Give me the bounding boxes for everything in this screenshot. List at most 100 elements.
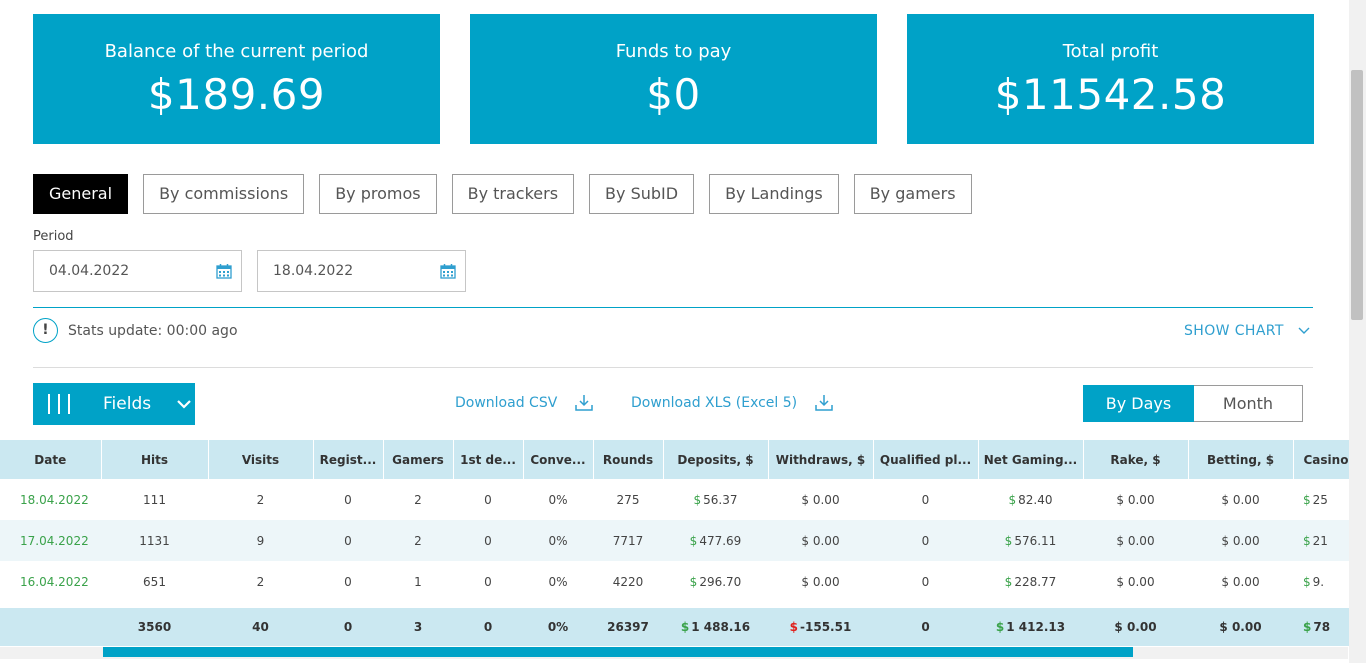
table-cell: 0% <box>523 479 593 520</box>
table-cell: 275 <box>593 479 663 520</box>
table-cell: 4220 <box>593 561 663 602</box>
amount: 0.00 <box>812 492 840 507</box>
table-cell: 3 <box>383 608 453 646</box>
table-cell: 26397 <box>593 608 663 646</box>
fields-button[interactable]: Fields <box>33 383 195 425</box>
report-tabs: General By commissions By promos By trac… <box>33 174 972 214</box>
table-cell: 0 <box>873 520 978 561</box>
date-from-field[interactable]: 04.04.2022 <box>33 250 242 292</box>
table-cell: 2 <box>383 479 453 520</box>
column-header[interactable]: Gamers <box>383 440 454 479</box>
divider <box>33 307 1313 308</box>
table-cell: 0 <box>453 520 523 561</box>
total-profit-card: Total profit $11542.58 <box>907 14 1314 144</box>
tab-by-promos[interactable]: By promos <box>319 174 437 214</box>
column-header[interactable]: Date <box>0 440 102 479</box>
column-header[interactable]: Qualified pl... <box>873 440 979 479</box>
download-icon <box>815 395 833 411</box>
download-csv-link[interactable]: Download CSV <box>455 394 594 412</box>
column-header[interactable]: Deposits, $ <box>663 440 769 479</box>
column-header[interactable]: Betting, $ <box>1188 440 1294 479</box>
amount: 1 488.16 <box>691 620 751 634</box>
download-xls-label: Download XLS (Excel 5) <box>631 395 798 411</box>
info-icon: ! <box>33 318 58 343</box>
show-chart-toggle[interactable]: SHOW CHART <box>1184 323 1310 339</box>
table-cell: 0 <box>313 479 383 520</box>
table-cell: $477.69 <box>663 520 768 561</box>
amount: 0.00 <box>1127 492 1155 507</box>
column-header[interactable]: 1st de... <box>453 440 524 479</box>
download-csv-label: Download CSV <box>455 395 558 411</box>
download-xls-link[interactable]: Download XLS (Excel 5) <box>631 394 833 412</box>
column-header[interactable]: Conve... <box>523 440 594 479</box>
table-cell: $ 0.00 <box>768 520 873 561</box>
table-cell: 0 <box>313 520 383 561</box>
calendar-icon[interactable] <box>440 263 456 279</box>
date-to-field[interactable]: 18.04.2022 <box>257 250 466 292</box>
table-cell: $ 0.00 <box>768 561 873 602</box>
row-spacer <box>0 602 1353 608</box>
card-value: $0 <box>646 70 701 119</box>
column-header[interactable]: Withdraws, $ <box>768 440 874 479</box>
amount: 25 <box>1312 492 1328 507</box>
date-from-value: 04.04.2022 <box>49 263 130 279</box>
amount: 228.77 <box>1014 574 1057 589</box>
card-label: Total profit <box>1062 41 1159 62</box>
amount: 9. <box>1312 574 1325 589</box>
table-cell: 7717 <box>593 520 663 561</box>
amount: 0.00 <box>1127 574 1155 589</box>
column-header[interactable]: Rake, $ <box>1083 440 1189 479</box>
table-cell: $82.40 <box>978 479 1083 520</box>
date-link[interactable]: 16.04.2022 <box>0 561 101 602</box>
column-header[interactable]: Regist... <box>313 440 384 479</box>
vertical-scrollbar-thumb[interactable] <box>1351 70 1363 320</box>
tab-general[interactable]: General <box>33 174 129 214</box>
table-cell: 0% <box>523 520 593 561</box>
table-cell: $296.70 <box>663 561 768 602</box>
date-link[interactable]: 18.04.2022 <box>0 479 101 520</box>
columns-icon <box>48 394 70 414</box>
table-cell: $21 <box>1293 520 1353 561</box>
column-header[interactable]: Rounds <box>593 440 664 479</box>
table-cell: 111 <box>101 479 208 520</box>
amount: 21 <box>1312 533 1328 548</box>
table-cell: 0 <box>873 479 978 520</box>
table-cell: $ 0.00 <box>1083 561 1188 602</box>
column-header[interactable]: Hits <box>101 440 209 479</box>
table-cell: $ -155.51 <box>768 608 873 646</box>
chevron-down-icon <box>177 400 191 409</box>
amount: 0.00 <box>1127 533 1155 548</box>
calendar-icon[interactable] <box>216 263 232 279</box>
amount: 0.00 <box>1126 620 1157 634</box>
column-header[interactable]: Net Gaming... <box>978 440 1084 479</box>
amount: 0.00 <box>812 533 840 548</box>
amount: -155.51 <box>800 620 852 634</box>
month-button[interactable]: Month <box>1194 385 1303 422</box>
date-link[interactable]: 17.04.2022 <box>0 520 101 561</box>
tab-by-commissions[interactable]: By commissions <box>143 174 305 214</box>
table-cell: 3560 <box>101 608 208 646</box>
table-cell: $ 0.00 <box>1188 608 1293 646</box>
column-header[interactable]: Visits <box>208 440 314 479</box>
table-cell: 0 <box>873 608 978 646</box>
tab-by-subid[interactable]: By SubID <box>589 174 695 214</box>
table-cell: 2 <box>208 479 313 520</box>
amount: 0.00 <box>1232 492 1260 507</box>
table-cell <box>0 608 101 646</box>
divider <box>33 367 1313 368</box>
by-days-button[interactable]: By Days <box>1083 385 1194 422</box>
tab-by-trackers[interactable]: By trackers <box>451 174 575 214</box>
table-cell: 0 <box>453 561 523 602</box>
table-cell: $ 0.00 <box>1188 561 1293 602</box>
tab-by-gamers[interactable]: By gamers <box>853 174 972 214</box>
stats-update-text: Stats update: 00:00 ago <box>68 322 238 339</box>
period-label: Period <box>33 229 74 244</box>
amount: 82.40 <box>1018 492 1053 507</box>
table-cell: $ 0.00 <box>768 479 873 520</box>
amount: 1 412.13 <box>1006 620 1066 634</box>
column-header[interactable]: Casino <box>1293 440 1354 479</box>
horizontal-scrollbar-thumb[interactable] <box>103 647 1133 657</box>
table-cell: 0 <box>313 561 383 602</box>
table-cell: $ 0.00 <box>1083 520 1188 561</box>
tab-by-landings[interactable]: By Landings <box>709 174 839 214</box>
